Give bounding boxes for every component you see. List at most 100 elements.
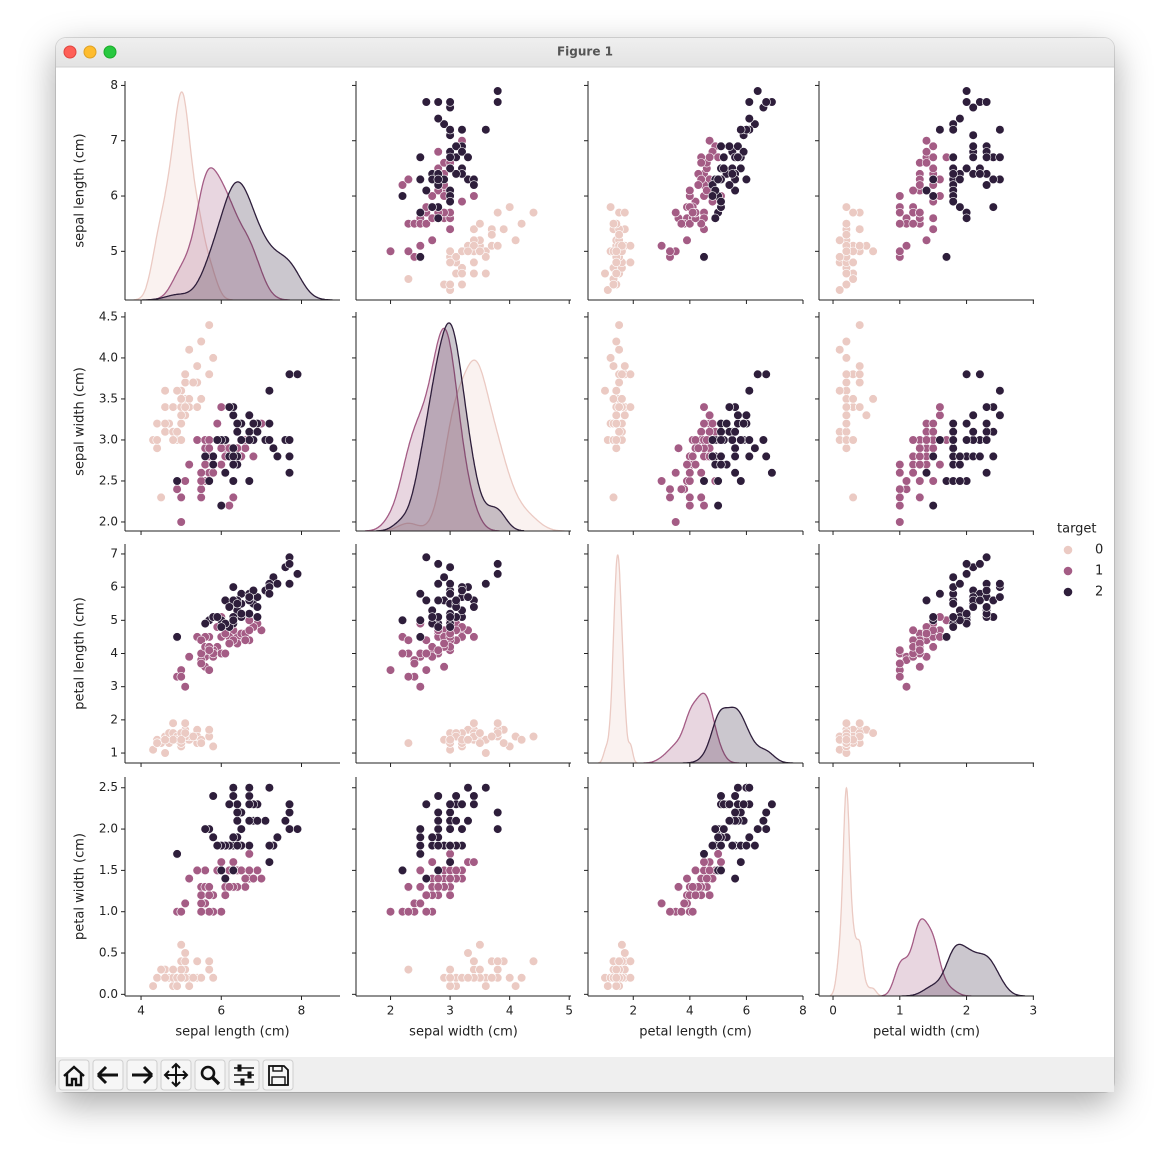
scatter-point bbox=[690, 460, 701, 470]
scatter-point bbox=[481, 783, 491, 793]
minimize-button[interactable] bbox=[83, 45, 97, 59]
scatter-point bbox=[457, 585, 467, 596]
scatter-point bbox=[445, 873, 455, 884]
scatter-point bbox=[841, 735, 852, 745]
scatter-point bbox=[176, 419, 186, 429]
scatter-point bbox=[716, 197, 726, 207]
kde-area bbox=[682, 707, 794, 763]
kde-area bbox=[376, 323, 525, 531]
y-tick-label: 2.5 bbox=[99, 780, 118, 794]
y-tick-label: 3.5 bbox=[99, 391, 118, 405]
scatter-point bbox=[232, 427, 242, 437]
scatter-point bbox=[244, 435, 254, 445]
scatter-point bbox=[284, 369, 295, 379]
scatter-point bbox=[696, 427, 706, 437]
save-button[interactable] bbox=[262, 1059, 294, 1091]
scatter-point bbox=[244, 609, 254, 619]
scatter-point bbox=[921, 468, 932, 478]
scatter-point bbox=[625, 973, 636, 983]
scatter-point bbox=[605, 353, 616, 363]
x-tick-label: 3 bbox=[446, 1004, 454, 1018]
subplot: 0 1 2 3 petal width (cm) bbox=[815, 777, 1037, 1040]
subplot: 2 4 6 8 petal length (cm) bbox=[584, 777, 807, 1040]
scatter-point bbox=[620, 948, 630, 958]
scatter-point bbox=[981, 97, 992, 107]
pan-button[interactable] bbox=[160, 1059, 192, 1091]
scatter-point bbox=[704, 865, 715, 876]
scatter-point bbox=[236, 609, 246, 619]
scatter-point bbox=[673, 882, 684, 892]
scatter-point bbox=[148, 745, 158, 755]
scatter-point bbox=[733, 152, 743, 162]
scatter-point bbox=[445, 735, 455, 745]
scatter-point bbox=[915, 662, 925, 672]
configure-button[interactable] bbox=[228, 1059, 260, 1091]
scatter-point bbox=[935, 589, 945, 599]
scatter-point bbox=[148, 981, 158, 991]
back-button[interactable] bbox=[92, 1059, 124, 1091]
zoom-button[interactable] bbox=[103, 45, 117, 59]
scatter-point bbox=[848, 435, 858, 445]
scatter-point bbox=[617, 394, 627, 404]
kde-line bbox=[142, 181, 333, 300]
scatter-point bbox=[244, 625, 254, 635]
scatter-point bbox=[603, 981, 613, 991]
scatter-point bbox=[625, 402, 636, 412]
scatter-point bbox=[975, 595, 985, 606]
scatter-point bbox=[244, 816, 254, 826]
forward-button[interactable] bbox=[126, 1059, 158, 1091]
scatter-point bbox=[208, 451, 218, 462]
scatter-point bbox=[901, 241, 912, 251]
scatter-point bbox=[180, 369, 190, 379]
kde-line bbox=[376, 322, 525, 531]
scatter-point bbox=[216, 460, 226, 470]
scatter-point bbox=[716, 865, 726, 876]
scatter-point bbox=[975, 169, 985, 179]
scatter-point bbox=[232, 799, 242, 809]
scatter-point bbox=[180, 956, 190, 966]
scatter-point bbox=[981, 585, 992, 596]
close-button[interactable] bbox=[63, 45, 77, 59]
scatter-point bbox=[160, 386, 170, 396]
scatter-point bbox=[152, 435, 162, 445]
scatter-point bbox=[284, 824, 295, 834]
scatter-point bbox=[928, 501, 938, 511]
scatter-point bbox=[487, 731, 497, 742]
scatter-point bbox=[451, 169, 461, 179]
scatter-point bbox=[451, 791, 461, 801]
scatter-point bbox=[696, 219, 706, 229]
scatter-point bbox=[928, 476, 938, 486]
scatter-point bbox=[272, 451, 283, 462]
y-tick-label: 8 bbox=[110, 78, 118, 92]
scatter-point bbox=[975, 369, 985, 379]
scatter-point bbox=[260, 816, 271, 826]
zoom-tool-button[interactable] bbox=[194, 1059, 226, 1091]
scatter-point bbox=[427, 191, 437, 201]
scatter-point bbox=[427, 612, 437, 622]
kde-area bbox=[148, 167, 290, 300]
scatter-point bbox=[228, 615, 238, 625]
scatter-point bbox=[921, 235, 932, 245]
scatter-point bbox=[704, 890, 715, 900]
scatter-point bbox=[240, 635, 250, 645]
scatter-point bbox=[397, 615, 408, 625]
scatter-point bbox=[244, 849, 254, 859]
scatter-point bbox=[841, 246, 852, 256]
scatter-point bbox=[415, 882, 425, 892]
scatter-point bbox=[433, 824, 443, 834]
scatter-point bbox=[915, 451, 925, 462]
scatter-point bbox=[921, 136, 932, 146]
scatter-point bbox=[724, 799, 735, 809]
scatter-point bbox=[841, 718, 852, 728]
scatter-point bbox=[841, 336, 852, 347]
scatter-point bbox=[433, 816, 443, 826]
scatter-point bbox=[841, 219, 852, 229]
scatter-point bbox=[180, 718, 190, 728]
scatter-point bbox=[510, 981, 521, 991]
scatter-point bbox=[264, 386, 275, 396]
home-button[interactable] bbox=[58, 1059, 90, 1091]
scatter-point bbox=[196, 738, 206, 748]
scatter-point bbox=[216, 622, 226, 632]
scatter-point bbox=[252, 602, 262, 612]
scatter-point bbox=[188, 973, 198, 983]
